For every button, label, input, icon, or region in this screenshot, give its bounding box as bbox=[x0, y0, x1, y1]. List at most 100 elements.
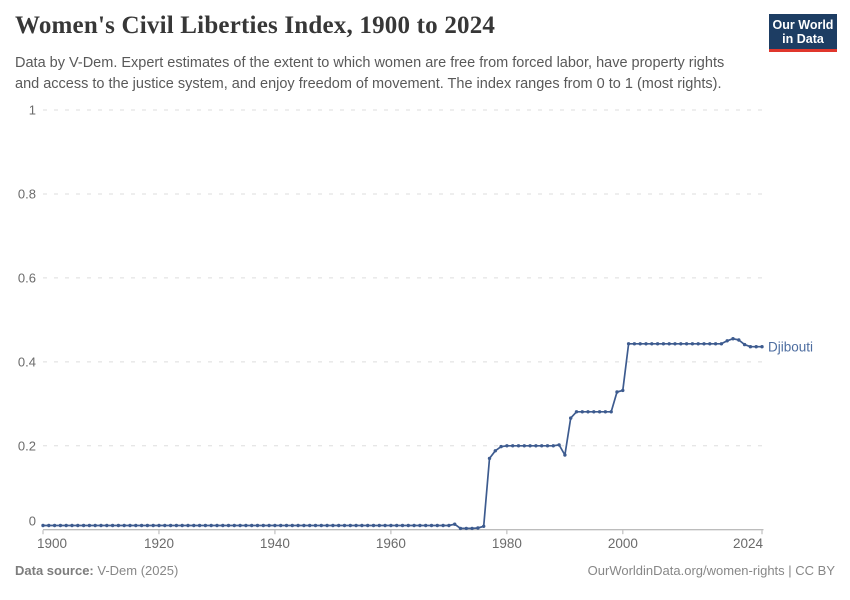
data-point-marker bbox=[418, 523, 422, 528]
djibouti-markers bbox=[41, 337, 764, 531]
data-point-marker bbox=[545, 444, 550, 448]
data-point-marker bbox=[429, 523, 434, 528]
data-point-marker bbox=[186, 523, 190, 528]
data-point-marker bbox=[516, 444, 521, 448]
data-point-marker bbox=[499, 444, 503, 449]
data-point-marker bbox=[528, 444, 532, 448]
data-point-marker bbox=[534, 444, 538, 448]
subtitle-line-2: and access to the justice system, and en… bbox=[15, 76, 722, 92]
data-point-marker bbox=[493, 449, 497, 453]
data-point-marker bbox=[290, 523, 294, 528]
data-point-marker bbox=[319, 523, 323, 528]
y-tick-label: 0 bbox=[29, 514, 36, 529]
data-point-marker bbox=[447, 523, 451, 528]
data-point-marker bbox=[134, 523, 138, 528]
data-point-marker bbox=[273, 523, 277, 528]
data-point-marker bbox=[737, 338, 741, 342]
data-point-marker bbox=[406, 523, 410, 528]
data-point-marker bbox=[47, 523, 51, 528]
data-point-marker bbox=[70, 523, 74, 528]
logo-line-1: Our World bbox=[772, 18, 834, 32]
data-point-marker bbox=[371, 523, 376, 528]
data-point-marker bbox=[655, 342, 660, 346]
data-point-marker bbox=[313, 523, 318, 528]
data-point-marker bbox=[400, 523, 405, 528]
x-tick-label: 1920 bbox=[144, 536, 174, 551]
y-tick-label: 0.2 bbox=[18, 438, 36, 453]
data-point-marker bbox=[139, 523, 144, 528]
data-point-marker bbox=[696, 342, 700, 346]
data-point-marker bbox=[348, 523, 352, 528]
data-point-marker bbox=[522, 444, 526, 448]
data-point-marker bbox=[638, 342, 642, 346]
credit-link[interactable]: OurWorldinData.org/women-rights | CC BY bbox=[587, 563, 835, 578]
data-point-marker bbox=[603, 410, 608, 414]
data-point-marker bbox=[615, 390, 619, 394]
data-point-marker bbox=[644, 342, 648, 346]
data-point-marker bbox=[702, 342, 706, 346]
data-point-marker bbox=[145, 523, 150, 528]
data-point-marker bbox=[621, 388, 625, 393]
data-point-marker bbox=[93, 523, 97, 528]
data-point-marker bbox=[395, 523, 399, 528]
data-point-marker bbox=[476, 526, 480, 530]
data-point-marker bbox=[731, 337, 735, 341]
data-point-marker bbox=[232, 523, 236, 528]
chart-subtitle: Data by V-Dem. Expert estimates of the e… bbox=[15, 53, 724, 95]
data-point-marker bbox=[540, 444, 544, 448]
data-point-marker bbox=[754, 345, 758, 349]
data-point-marker bbox=[719, 342, 724, 346]
x-tick-label: 1900 bbox=[37, 536, 67, 551]
data-point-marker bbox=[580, 410, 584, 414]
data-point-marker bbox=[551, 444, 555, 448]
x-tick-label: 2000 bbox=[608, 536, 638, 551]
data-point-marker bbox=[302, 523, 306, 528]
data-point-marker bbox=[742, 342, 747, 347]
data-point-marker bbox=[342, 523, 347, 528]
data-point-marker bbox=[168, 523, 173, 528]
data-point-marker bbox=[255, 523, 260, 528]
data-point-marker bbox=[244, 523, 248, 528]
data-point-marker bbox=[76, 523, 80, 528]
data-point-marker bbox=[470, 526, 474, 531]
data-point-marker bbox=[215, 523, 219, 528]
data-point-marker bbox=[482, 524, 486, 528]
y-tick-label: 0.6 bbox=[18, 270, 36, 285]
djibouti-series-label[interactable]: Djibouti bbox=[768, 340, 813, 355]
data-point-marker bbox=[597, 410, 602, 414]
data-point-marker bbox=[586, 410, 590, 414]
data-point-marker bbox=[377, 523, 381, 528]
data-point-marker bbox=[41, 523, 45, 528]
data-point-marker bbox=[383, 523, 387, 528]
data-point-marker bbox=[105, 523, 109, 528]
data-point-marker bbox=[128, 523, 132, 528]
data-point-marker bbox=[110, 523, 115, 528]
data-point-marker bbox=[557, 443, 561, 447]
data-point-marker bbox=[116, 523, 121, 528]
data-point-marker bbox=[226, 523, 231, 528]
data-point-marker bbox=[250, 523, 254, 528]
data-point-marker bbox=[284, 523, 289, 528]
data-point-marker bbox=[708, 342, 712, 346]
data-point-marker bbox=[354, 523, 358, 528]
data-point-marker bbox=[64, 523, 68, 528]
x-tick-label: 1980 bbox=[492, 536, 522, 551]
data-point-marker bbox=[203, 523, 208, 528]
data-point-marker bbox=[261, 523, 265, 528]
data-point-marker bbox=[279, 523, 283, 528]
data-point-marker bbox=[122, 523, 126, 528]
data-point-marker bbox=[632, 342, 637, 346]
data-point-marker bbox=[690, 342, 695, 346]
djibouti-line bbox=[43, 337, 762, 530]
data-point-marker bbox=[667, 342, 671, 346]
data-point-marker bbox=[574, 410, 579, 414]
data-point-marker bbox=[464, 526, 468, 531]
data-point-marker bbox=[609, 410, 613, 414]
data-point-marker bbox=[99, 523, 103, 528]
data-point-marker bbox=[412, 523, 416, 528]
data-point-marker bbox=[505, 444, 509, 448]
data-source-label: Data source: bbox=[15, 563, 94, 578]
data-point-marker bbox=[453, 522, 457, 526]
data-point-marker bbox=[592, 410, 596, 414]
